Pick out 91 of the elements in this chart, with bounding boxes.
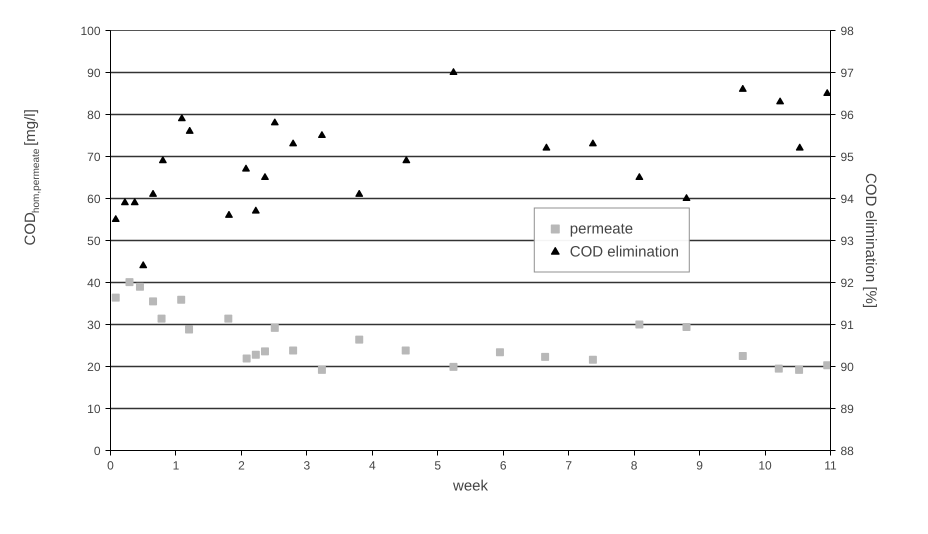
point: [139, 261, 148, 268]
y2-tick-label: 89: [840, 402, 854, 416]
y-tick-label: 0: [94, 444, 101, 458]
point: [318, 130, 326, 138]
point: [289, 346, 298, 355]
x-tick-label: 7: [565, 458, 572, 472]
point: [635, 172, 644, 180]
point: [112, 214, 120, 222]
point: [402, 156, 410, 164]
y2-tick-label: 95: [840, 150, 854, 164]
point: [289, 139, 298, 146]
point: [185, 326, 194, 334]
point: [541, 352, 550, 361]
y2-tick-label: 90: [840, 360, 854, 374]
point: [682, 323, 690, 332]
point: [136, 282, 144, 291]
point: [823, 361, 830, 370]
point: [588, 139, 597, 146]
point: [449, 362, 458, 371]
point: [120, 198, 129, 206]
point: [355, 190, 364, 197]
point: [252, 206, 260, 214]
point: [795, 366, 804, 374]
y2-tick-label: 98: [840, 24, 854, 38]
point: [496, 348, 504, 356]
point: [635, 320, 644, 328]
x-tick-label: 8: [630, 458, 638, 472]
point: [260, 347, 269, 356]
y-tick-label: 90: [87, 66, 101, 80]
y-tick-label: 30: [87, 318, 101, 332]
point: [252, 350, 260, 359]
x-tick-label: 9: [696, 458, 704, 472]
y-tick-label: 10: [87, 402, 101, 416]
y2-tick-label: 93: [840, 234, 854, 248]
y-tick-label: 60: [87, 192, 101, 206]
point: [682, 194, 690, 202]
point: [178, 114, 186, 122]
x-tick-label: 4: [368, 458, 376, 472]
x-tick-label: 2: [238, 458, 246, 472]
y-tick-label: 20: [87, 360, 101, 374]
y-tick-label: 70: [87, 150, 101, 164]
point: [270, 324, 279, 332]
y2-tick-label: 97: [840, 66, 854, 80]
point: [260, 172, 269, 180]
y2-tick-label: 94: [840, 192, 854, 206]
point: [449, 68, 458, 76]
point: [177, 296, 186, 304]
y2-tick-label: 91: [840, 318, 854, 332]
y-tick-label: 50: [87, 234, 101, 248]
point: [738, 84, 747, 92]
legend-label: COD elimination: [570, 243, 679, 260]
y-axis-title: CODhom,permeate [mg/l]: [22, 109, 42, 246]
x-tick-label: 0: [107, 458, 114, 472]
point: [270, 118, 279, 126]
point: [823, 88, 830, 96]
x-tick-label: 11: [824, 458, 838, 472]
point: [158, 156, 167, 164]
x-tick-label: 5: [434, 458, 442, 472]
point: [125, 278, 134, 286]
x-tick-label: 6: [500, 458, 507, 472]
point: [774, 364, 783, 373]
x-tick-label: 3: [304, 458, 311, 472]
point: [738, 352, 747, 360]
point: [355, 336, 364, 344]
point: [149, 190, 158, 197]
y-tick-label: 100: [80, 24, 101, 38]
point: [542, 144, 550, 151]
y2-tick-label: 88: [840, 444, 854, 458]
point: [158, 314, 166, 323]
x-tick-label: 1: [172, 458, 180, 472]
point: [186, 126, 194, 134]
point: [224, 210, 233, 218]
y2-axis-title: COD elimination [%]: [862, 172, 879, 308]
legend-label: permeate: [570, 220, 634, 237]
x-axis-title: week: [452, 478, 489, 494]
x-tick-label: 10: [758, 458, 772, 472]
point: [242, 164, 250, 172]
y-tick-label: 80: [87, 108, 101, 122]
point: [402, 346, 410, 355]
point: [149, 297, 158, 306]
point: [796, 144, 804, 151]
point: [224, 314, 232, 323]
y2-tick-label: 96: [840, 108, 854, 122]
point: [112, 294, 120, 302]
y-tick-label: 40: [87, 276, 101, 290]
point: [588, 356, 597, 364]
point: [242, 354, 251, 363]
point: [130, 198, 139, 206]
point: [776, 97, 784, 104]
point: [318, 366, 326, 374]
y2-tick-label: 92: [840, 276, 854, 290]
